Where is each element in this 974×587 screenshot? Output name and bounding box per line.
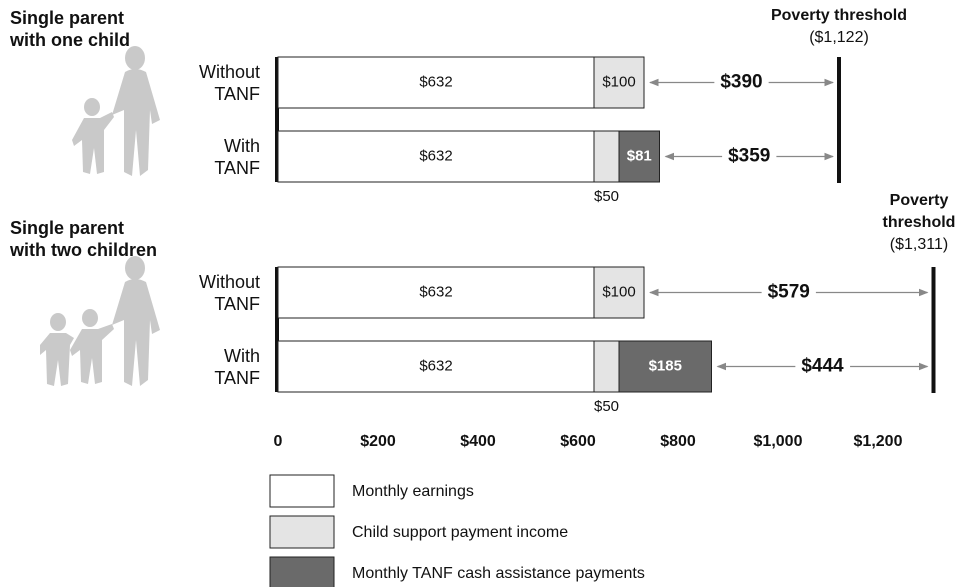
- threshold-title: Poverty threshold: [882, 192, 956, 231]
- bar-segment: [593, 340, 620, 393]
- value-label: $50: [594, 398, 619, 415]
- bar-segment: [277, 56, 595, 109]
- bar-segment: [593, 130, 620, 183]
- threshold-label: Poverty threshold ($1,311): [874, 190, 964, 256]
- value-label: $100: [602, 283, 635, 300]
- value-label: $185: [649, 357, 682, 374]
- category-label: Without TANF: [198, 271, 260, 314]
- x-tick-label: 0: [274, 433, 283, 450]
- legend-label: Child support payment income: [352, 524, 568, 541]
- gap-label: $359: [728, 146, 770, 167]
- gap-label-bg: [714, 71, 769, 93]
- legend-label: Monthly TANF cash assistance payments: [352, 565, 645, 582]
- value-label: $632: [419, 147, 452, 164]
- legend-label: Monthly earnings: [352, 483, 474, 500]
- category-label: Without TANF: [198, 61, 260, 104]
- legend-swatch: [269, 474, 335, 508]
- x-tick-label: $1,000: [754, 433, 803, 450]
- legend-swatch: [269, 515, 335, 549]
- value-label: $100: [602, 73, 635, 90]
- gap-label-bg: [722, 145, 777, 167]
- threshold-title: Poverty threshold: [770, 7, 908, 24]
- value-label: $632: [419, 357, 452, 374]
- group-title: Single parent with one child: [10, 8, 130, 50]
- bar-segment: [593, 266, 645, 319]
- legend-swatch: [269, 556, 335, 587]
- x-tick-label: $200: [360, 433, 396, 450]
- bar-segment: [277, 130, 595, 183]
- x-tick-label: $600: [560, 433, 596, 450]
- threshold-label: Poverty threshold ($1,122): [749, 5, 929, 49]
- gap-label-bg: [761, 281, 816, 303]
- gap-label: $579: [768, 282, 810, 303]
- value-label: $632: [419, 283, 452, 300]
- family-silhouette: [40, 46, 160, 386]
- bar-segment: [618, 340, 712, 393]
- gap-label-bg: [795, 355, 851, 377]
- bar-segment: [593, 56, 645, 109]
- value-label: $632: [419, 73, 452, 90]
- gap-label: $390: [720, 72, 762, 93]
- threshold-value: ($1,311): [889, 236, 949, 253]
- x-tick-label: $400: [460, 433, 496, 450]
- value-label: $50: [594, 188, 619, 205]
- category-label: With TANF: [214, 135, 260, 178]
- x-tick-label: $800: [660, 433, 696, 450]
- gap-label: $444: [801, 356, 844, 377]
- group-title: Single parent with two children: [10, 218, 157, 260]
- bar-segment: [618, 130, 660, 183]
- value-label: $81: [627, 147, 652, 164]
- category-label: With TANF: [214, 345, 260, 388]
- threshold-value: ($1,122): [809, 29, 869, 46]
- x-tick-label: $1,200: [854, 433, 903, 450]
